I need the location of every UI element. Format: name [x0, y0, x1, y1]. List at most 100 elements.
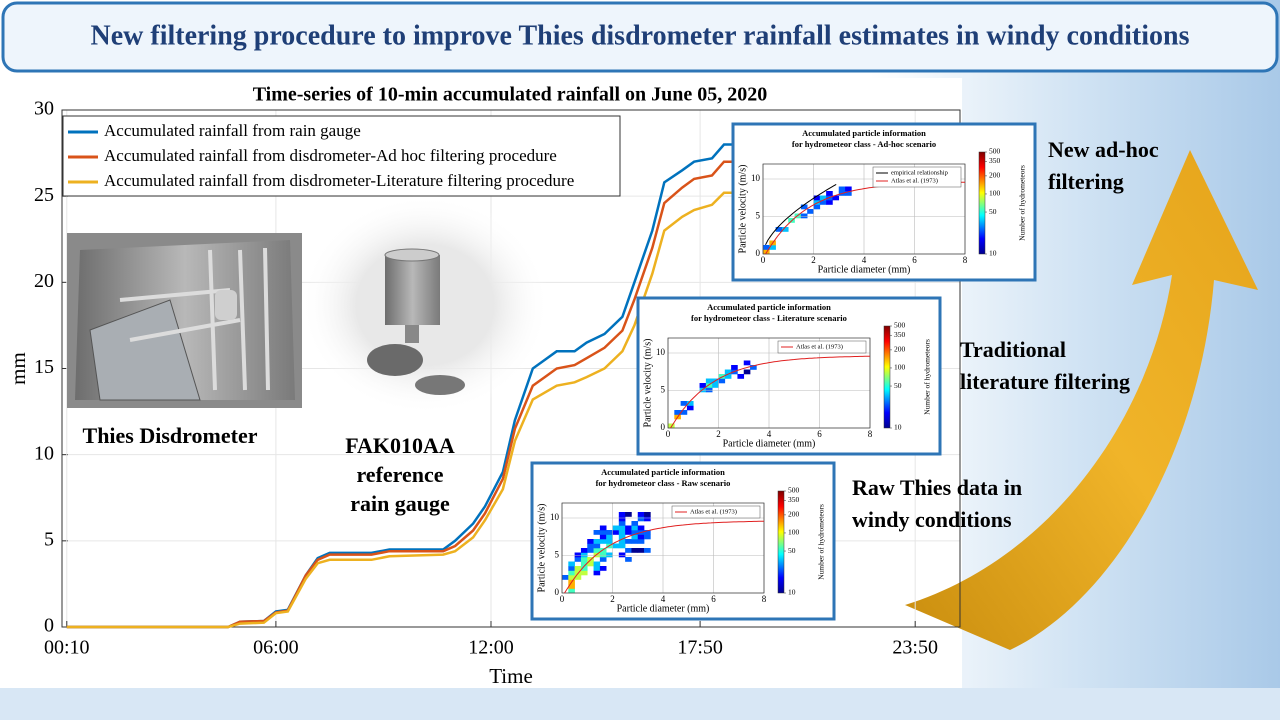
inset-x-tick-label: 4	[862, 255, 867, 265]
colorbar-tick-label: 50	[894, 381, 902, 390]
heatmap-cell	[606, 539, 613, 544]
inset-caption: Raw Thies data in	[852, 475, 1022, 500]
inset-x-tick-label: 0	[761, 255, 766, 265]
heatmap-cell	[618, 516, 626, 522]
colorbar	[978, 151, 986, 255]
heatmap-cell	[599, 539, 607, 544]
heatmap-cell	[574, 575, 582, 580]
heatmap-cell	[593, 530, 601, 535]
photo-sensor	[215, 290, 237, 320]
inset-x-tick-label: 4	[767, 429, 772, 439]
heatmap-cell	[599, 534, 607, 540]
heatmap-cell	[845, 191, 852, 196]
colorbar-tick-label: 200	[989, 171, 1001, 180]
atlas-curve	[564, 520, 764, 594]
heatmap-cell	[599, 548, 607, 553]
heatmap-cell	[705, 383, 713, 388]
atlas-curve	[670, 355, 870, 429]
heatmap-cell	[580, 548, 588, 553]
y-tick-label: 20	[34, 270, 54, 292]
inset-y-tick-label: 10	[656, 347, 666, 357]
heatmap-cell	[568, 575, 575, 580]
heatmap-cell	[637, 548, 645, 553]
inset-legend-label: empirical relationship	[891, 169, 948, 176]
gauge-base	[415, 375, 465, 395]
heatmap-cell	[625, 539, 632, 544]
y-tick-label: 25	[34, 184, 54, 206]
legend-label: Accumulated rainfall from rain gauge	[104, 121, 361, 140]
heatmap-cell	[724, 369, 732, 375]
colorbar-tick-label: 350	[894, 330, 906, 339]
photo-caption: reference	[356, 462, 443, 487]
series-line	[66, 191, 742, 629]
heatmap-cell	[807, 209, 814, 214]
heatmap-cell	[680, 401, 688, 406]
heatmap-cell	[587, 543, 594, 549]
gauge-rim	[384, 248, 440, 262]
inset-x-tick-label: 6	[711, 594, 716, 604]
inset-y-tick-label: 5	[555, 550, 560, 560]
legend-box	[62, 115, 621, 197]
plot-frame	[61, 109, 961, 628]
heatmap-cell	[606, 552, 613, 558]
heatmap-cell	[743, 360, 751, 366]
colorbar-tick-label: 500	[894, 321, 906, 330]
heatmap-cell	[625, 525, 632, 531]
heatmap-cell	[587, 561, 594, 567]
heatmap-cell	[826, 191, 833, 196]
heatmap-cell	[637, 539, 645, 544]
heatmap-cell	[618, 552, 626, 558]
inset-y-tick-label: 5	[661, 385, 666, 395]
heatmap-cell	[593, 539, 601, 544]
heatmap-cell	[568, 566, 575, 571]
y-tick-label: 0	[44, 615, 54, 637]
heatmap-cell	[612, 530, 620, 535]
inset-x-tick-label: 4	[661, 594, 666, 604]
heatmap-cell	[574, 552, 582, 558]
inset-title: Accumulated particle information	[802, 128, 926, 138]
heatmap-cell	[568, 588, 575, 594]
inset-x-tick-label: 2	[610, 594, 615, 604]
gauge-body	[385, 255, 440, 325]
heatmap-cell	[686, 405, 694, 411]
inset-x-tick-label: 6	[912, 255, 917, 265]
photo-caption: rain gauge	[350, 491, 450, 516]
heatmap-cell	[618, 539, 626, 544]
inset-plot-frame	[667, 337, 871, 429]
inset-x-label: Particle diameter (mm)	[818, 264, 911, 275]
heatmap-cell	[637, 516, 645, 522]
heatmap-cell	[737, 374, 745, 379]
heatmap-cell	[625, 530, 632, 535]
inset-caption: windy conditions	[852, 507, 1012, 532]
photo-caption: Thies Disdrometer	[83, 423, 258, 448]
heatmap-cell	[819, 200, 827, 205]
heatmap-cell	[593, 566, 601, 571]
inset-title: for hydrometeor class - Raw scenario	[596, 478, 731, 488]
heatmap-cell	[625, 557, 632, 562]
inset-caption: filtering	[1048, 169, 1124, 194]
heatmap-cell	[686, 401, 694, 406]
colorbar-tick-label: 500	[788, 486, 800, 495]
y-tick-label: 10	[34, 442, 54, 464]
main-chart: Time-series of 10-min accumulated rainfa…	[6, 84, 961, 688]
heatmap-cell	[625, 512, 632, 517]
inset-x-tick-label: 8	[868, 429, 873, 439]
photo-caption: FAK010AA	[345, 433, 455, 458]
inset-title: Accumulated particle information	[601, 467, 725, 477]
heatmap-cell	[838, 186, 846, 192]
heatmap-cell	[568, 584, 575, 589]
inset-y-tick-label: 10	[751, 173, 761, 183]
x-tick-label: 23:50	[892, 637, 938, 659]
legend-label: Accumulated rainfall from disdrometer-Li…	[104, 171, 574, 190]
colorbar-tick-label: 100	[788, 528, 800, 537]
heatmap-cell	[637, 525, 645, 531]
inset-x-tick-label: 6	[817, 429, 822, 439]
heatmap-cell	[568, 561, 575, 567]
heatmap-cell	[618, 530, 626, 535]
heatmap-cell	[580, 552, 588, 558]
heatmap-cell	[813, 195, 821, 201]
heatmap-cell	[562, 575, 569, 580]
heatmap-cell	[705, 378, 713, 384]
